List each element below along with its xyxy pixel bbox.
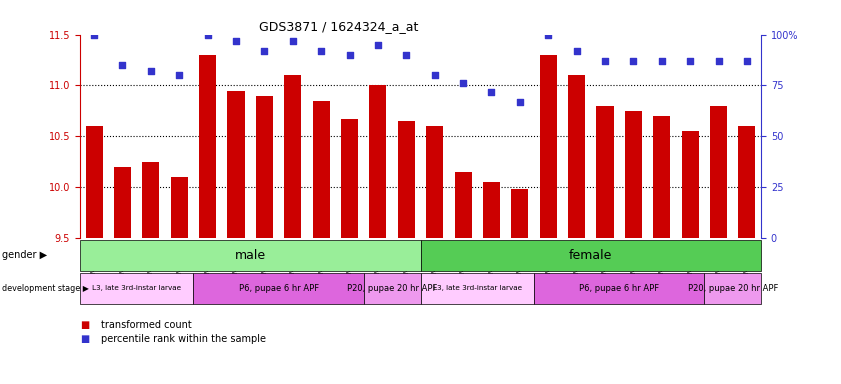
Text: P20, pupae 20 hr APF: P20, pupae 20 hr APF	[347, 284, 437, 293]
Point	[627, 58, 640, 64]
Bar	[369, 86, 386, 238]
Point	[570, 48, 584, 54]
Bar	[738, 126, 755, 238]
Point	[513, 99, 526, 105]
Text: P6, pupae 6 hr APF: P6, pupae 6 hr APF	[239, 284, 319, 293]
Point	[172, 72, 186, 78]
Bar	[256, 96, 272, 238]
Point	[457, 80, 470, 86]
Bar	[171, 177, 188, 238]
Point	[740, 58, 754, 64]
Point	[542, 31, 555, 38]
Bar	[483, 182, 500, 238]
Text: transformed count: transformed count	[101, 320, 192, 330]
Text: L3, late 3rd-instar larvae: L3, late 3rd-instar larvae	[433, 285, 521, 291]
Point	[230, 38, 243, 44]
Bar	[86, 126, 103, 238]
Bar	[284, 75, 301, 238]
Point	[315, 48, 328, 54]
Bar	[313, 101, 330, 238]
Point	[598, 58, 611, 64]
Text: female: female	[569, 249, 612, 262]
Text: male: male	[235, 249, 266, 262]
Text: ■: ■	[80, 320, 89, 330]
Text: P6, pupae 6 hr APF: P6, pupae 6 hr APF	[579, 284, 659, 293]
Bar	[511, 189, 528, 238]
Bar	[568, 75, 585, 238]
Point	[257, 48, 271, 54]
Point	[684, 58, 697, 64]
Bar	[653, 116, 670, 238]
Bar	[199, 55, 216, 238]
Point	[87, 31, 101, 38]
Bar	[398, 121, 415, 238]
Point	[484, 88, 498, 94]
Bar	[142, 162, 159, 238]
Text: development stage ▶: development stage ▶	[2, 284, 88, 293]
Bar	[114, 167, 131, 238]
Bar	[540, 55, 557, 238]
Bar	[341, 119, 358, 238]
Bar	[596, 106, 613, 238]
Bar	[454, 172, 472, 238]
Bar	[625, 111, 642, 238]
Text: L3, late 3rd-instar larvae: L3, late 3rd-instar larvae	[93, 285, 181, 291]
Point	[144, 68, 157, 74]
Bar	[426, 126, 443, 238]
Bar	[227, 91, 245, 238]
Point	[428, 72, 442, 78]
Point	[201, 31, 214, 38]
Point	[711, 58, 725, 64]
Text: gender ▶: gender ▶	[2, 250, 47, 260]
Title: GDS3871 / 1624324_a_at: GDS3871 / 1624324_a_at	[259, 20, 419, 33]
Text: ■: ■	[80, 334, 89, 344]
Point	[371, 42, 384, 48]
Point	[343, 52, 357, 58]
Point	[286, 38, 299, 44]
Bar	[710, 106, 727, 238]
Text: P20, pupae 20 hr APF: P20, pupae 20 hr APF	[688, 284, 778, 293]
Text: percentile rank within the sample: percentile rank within the sample	[101, 334, 266, 344]
Point	[399, 52, 413, 58]
Bar	[681, 131, 699, 238]
Point	[116, 62, 130, 68]
Point	[655, 58, 669, 64]
